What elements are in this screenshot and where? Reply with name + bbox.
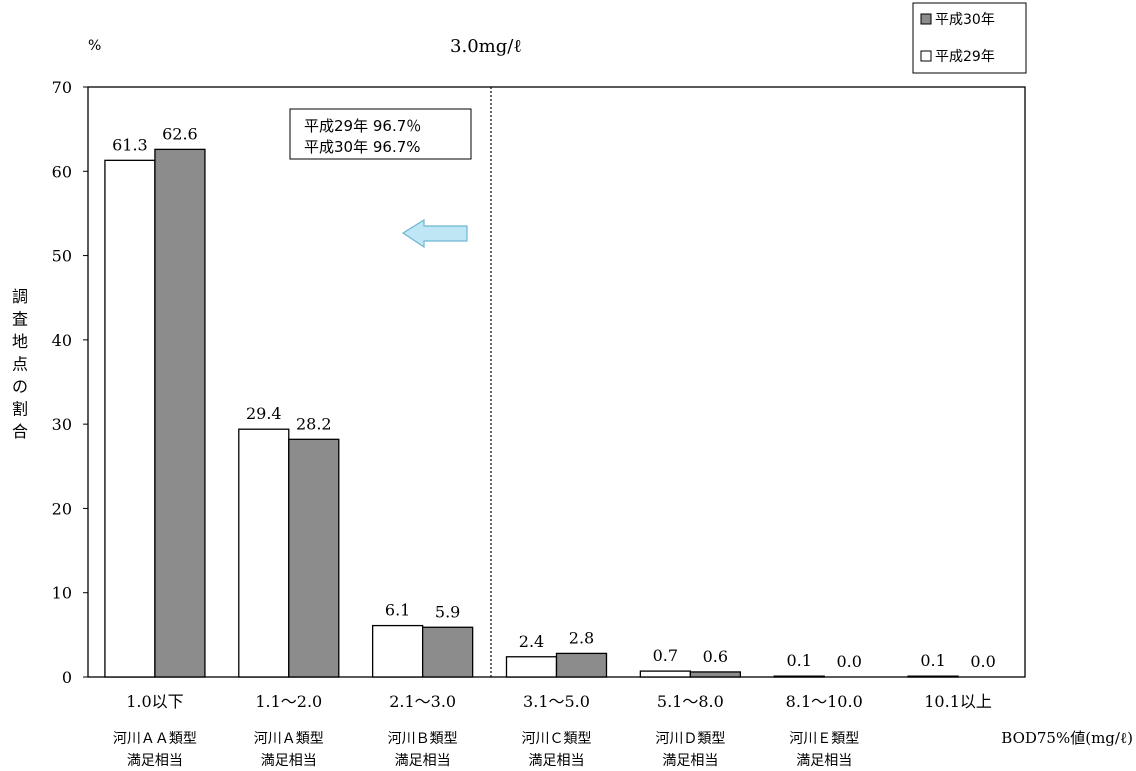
left-arrow-icon [401,218,468,249]
bar-h30 [689,671,742,678]
category-note: 河川ＡＡ類型 [113,731,197,747]
bar-h30 [154,148,206,678]
x-tick-label: 1.1～2.0 [255,692,322,711]
bar-h29 [371,624,424,678]
bar-h29 [104,159,156,678]
data-label: 0.0 [970,652,995,671]
x-tick-label: 5.1～8.0 [657,692,724,711]
data-label: 5.9 [435,602,460,621]
y-tick-label: 20 [52,499,72,518]
x-tick-label: 8.1～10.0 [786,692,863,711]
data-label: 62.6 [162,124,198,143]
legend: 平成30年 平成29年 [912,2,1027,74]
category-note: 満足相当 [261,753,317,769]
x-axis-label: BOD75%値(mg/ℓ) [1001,729,1133,747]
bar-h29 [907,675,959,678]
legend-swatch-h29 [920,50,932,62]
y-axis: 0 10 20 30 40 50 60 70 [52,78,88,687]
plot-area [87,86,1026,678]
x-axis: 1.0以下河川ＡＡ類型満足相当1.1～2.0河川Ａ類型満足相当2.1～3.0河川… [113,692,992,769]
annotation-line-2: 平成30年 96.7% [304,138,421,156]
y-tick-label: 40 [52,331,72,350]
data-label: 0.6 [703,647,728,666]
y-tick-label: 50 [52,247,72,266]
data-label: 6.1 [385,601,410,620]
data-label: 0.1 [920,651,945,670]
category-note: 河川Ｄ類型 [655,731,725,747]
y-tick-label: 30 [52,415,72,434]
y-axis-label: 調査地点の割合 [12,287,28,441]
data-label: 0.0 [836,652,861,671]
y-tick-label: 10 [52,584,72,603]
category-note: 河川Ａ類型 [254,731,324,747]
data-label: 29.4 [246,404,282,423]
data-label: 2.8 [569,628,594,647]
data-label: 0.1 [786,651,811,670]
data-label: 61.3 [112,135,148,154]
x-tick-label: 2.1～3.0 [389,692,456,711]
x-tick-label: 3.1～5.0 [523,692,590,711]
legend-label-h29: 平成29年 [935,49,995,65]
category-note: 満足相当 [662,753,718,769]
category-note: 満足相当 [529,753,585,769]
category-note: 満足相当 [796,753,852,769]
bar-h29 [773,675,825,678]
x-tick-label: 10.1以上 [924,692,992,711]
legend-box [912,2,1027,74]
legend-swatch-h30 [920,13,932,25]
annotation-box: 平成29年 96.7％ 平成30年 96.7% [289,108,472,160]
annotation-line-1: 平成29年 96.7％ [304,117,421,135]
y-tick-label: 70 [52,78,72,97]
y-unit-label: % [88,38,101,54]
y-tick-label: 60 [52,162,72,181]
y-tick-label: 0 [62,668,72,687]
category-note: 満足相当 [395,753,451,769]
bar-h30 [555,652,608,678]
data-label: 2.4 [519,632,544,651]
bar-h29 [639,670,692,678]
data-label: 28.2 [296,414,332,433]
x-tick-label: 1.0以下 [126,692,183,711]
bar-h30 [288,438,340,678]
category-note: 河川Ｂ類型 [388,731,458,747]
bar-h30 [421,626,474,678]
bars: 61.3 62.6 29.4 28.2 6.1 5.9 2.4 2.8 0.7 0.6 0.1 0.0… [104,124,996,678]
category-note: 河川Ｃ類型 [522,731,592,747]
category-note: 河川Ｅ類型 [789,731,859,747]
bar-h29 [238,428,290,678]
bar-h29 [505,656,558,678]
category-note: 満足相当 [127,753,183,769]
data-label: 0.7 [653,646,678,665]
legend-label-h30: 平成30年 [935,12,995,28]
threshold-label: 3.0mg/ℓ [450,36,522,57]
